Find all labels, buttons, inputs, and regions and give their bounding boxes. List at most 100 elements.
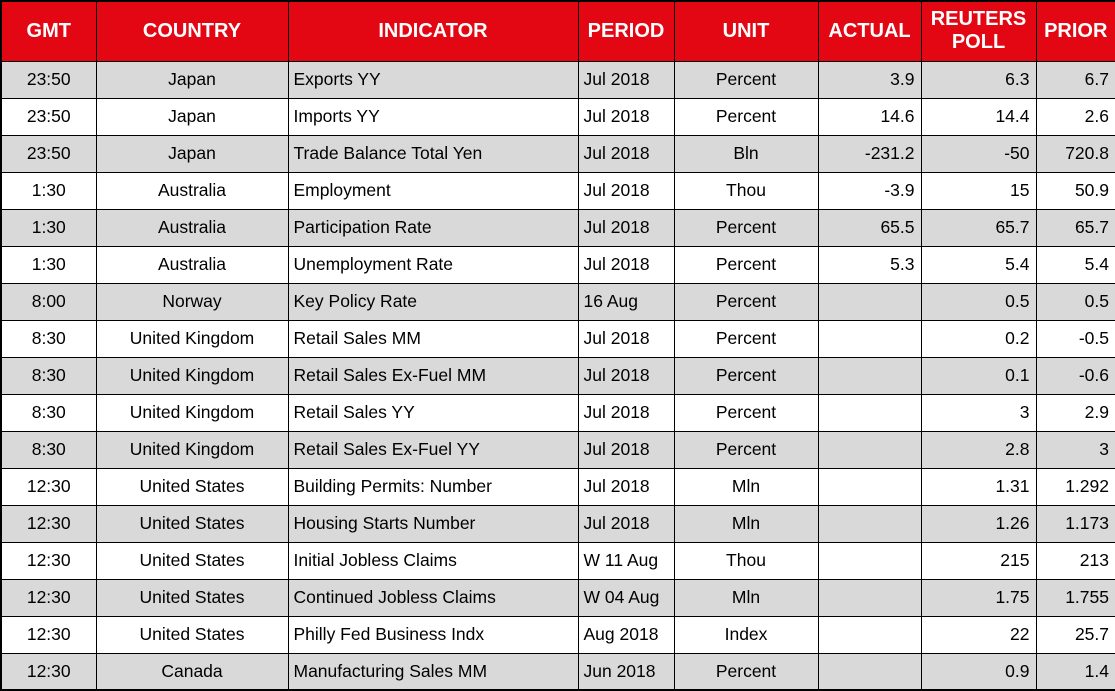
- cell-poll: 1.75: [920, 578, 1037, 617]
- cell-period: Jul 2018: [577, 467, 675, 506]
- cell-poll: 6.3: [920, 60, 1037, 99]
- header-unit: UNIT: [673, 0, 819, 62]
- cell-gmt: 12:30: [0, 578, 97, 617]
- cell-prior: 1.4: [1035, 652, 1115, 691]
- cell-unit: Percent: [673, 282, 819, 321]
- cell-country: United Kingdom: [95, 393, 289, 432]
- cell-prior: 65.7: [1035, 208, 1115, 247]
- cell-country: Australia: [95, 208, 289, 247]
- cell-gmt: 1:30: [0, 245, 97, 284]
- cell-unit: Thou: [673, 171, 819, 210]
- cell-poll: 5.4: [920, 245, 1037, 284]
- table-row: 23:50 Japan Trade Balance Total Yen Jul 201…: [0, 134, 1115, 173]
- cell-unit: Percent: [673, 97, 819, 136]
- cell-country: United States: [95, 615, 289, 654]
- cell-country: Japan: [95, 60, 289, 99]
- cell-gmt: 1:30: [0, 171, 97, 210]
- cell-actual: [817, 282, 922, 321]
- cell-gmt: 12:30: [0, 467, 97, 506]
- cell-prior: 2.6: [1035, 97, 1115, 136]
- cell-country: Australia: [95, 245, 289, 284]
- table-row: 12:30 United States Continued Jobless Clai…: [0, 578, 1115, 617]
- cell-actual: 5.3: [817, 245, 922, 284]
- cell-indicator: Key Policy Rate: [287, 282, 579, 321]
- cell-poll: 0.1: [920, 356, 1037, 395]
- table-row: 8:00 Norway Key Policy Rate 16 Aug Percent 0.…: [0, 282, 1115, 321]
- cell-actual: [817, 393, 922, 432]
- cell-unit: Percent: [673, 319, 819, 358]
- table-row: 8:30 United Kingdom Retail Sales Ex-Fuel Y…: [0, 430, 1115, 469]
- header-country: COUNTRY: [95, 0, 289, 62]
- cell-actual: [817, 467, 922, 506]
- cell-period: Jul 2018: [577, 356, 675, 395]
- table-row: 12:30 United States Philly Fed Business In…: [0, 615, 1115, 654]
- cell-actual: 14.6: [817, 97, 922, 136]
- cell-period: Jun 2018: [577, 652, 675, 691]
- cell-actual: 65.5: [817, 208, 922, 247]
- cell-poll: 14.4: [920, 97, 1037, 136]
- header-indicator: INDICATOR: [287, 0, 579, 62]
- cell-actual: -3.9: [817, 171, 922, 210]
- cell-prior: 720.8: [1035, 134, 1115, 173]
- cell-indicator: Manufacturing Sales MM: [287, 652, 579, 691]
- table-row: 12:30 United States Building Permits: Numb…: [0, 467, 1115, 506]
- table-header: GMT COUNTRY INDICATOR PERIOD UNIT ACTUAL…: [0, 0, 1115, 62]
- cell-country: Japan: [95, 134, 289, 173]
- cell-unit: Percent: [673, 356, 819, 395]
- cell-actual: [817, 319, 922, 358]
- cell-gmt: 23:50: [0, 97, 97, 136]
- cell-period: Jul 2018: [577, 245, 675, 284]
- table-row: 8:30 United Kingdom Retail Sales YY Jul 201…: [0, 393, 1115, 432]
- cell-prior: 6.7: [1035, 60, 1115, 99]
- cell-poll: 1.26: [920, 504, 1037, 543]
- cell-period: Aug 2018: [577, 615, 675, 654]
- cell-prior: 1.292: [1035, 467, 1115, 506]
- cell-actual: -231.2: [817, 134, 922, 173]
- cell-unit: Bln: [673, 134, 819, 173]
- table-row: 12:30 United States Housing Starts Number J…: [0, 504, 1115, 543]
- cell-poll: 22: [920, 615, 1037, 654]
- cell-country: United States: [95, 504, 289, 543]
- cell-unit: Mln: [673, 504, 819, 543]
- cell-period: W 04 Aug: [577, 578, 675, 617]
- cell-unit: Percent: [673, 430, 819, 469]
- cell-gmt: 8:30: [0, 356, 97, 395]
- cell-unit: Percent: [673, 652, 819, 691]
- table-row: 1:30 Australia Participation Rate Jul 2018 P…: [0, 208, 1115, 247]
- cell-indicator: Imports YY: [287, 97, 579, 136]
- cell-poll: 2.8: [920, 430, 1037, 469]
- cell-period: Jul 2018: [577, 97, 675, 136]
- cell-gmt: 23:50: [0, 60, 97, 99]
- cell-period: Jul 2018: [577, 504, 675, 543]
- cell-period: Jul 2018: [577, 319, 675, 358]
- header-period: PERIOD: [577, 0, 675, 62]
- cell-actual: [817, 615, 922, 654]
- cell-indicator: Participation Rate: [287, 208, 579, 247]
- cell-indicator: Retail Sales MM: [287, 319, 579, 358]
- cell-prior: 1.755: [1035, 578, 1115, 617]
- cell-gmt: 23:50: [0, 134, 97, 173]
- cell-indicator: Unemployment Rate: [287, 245, 579, 284]
- cell-period: Jul 2018: [577, 171, 675, 210]
- table-row: 12:30 United States Initial Jobless Claims…: [0, 541, 1115, 580]
- cell-gmt: 12:30: [0, 504, 97, 543]
- cell-unit: Percent: [673, 393, 819, 432]
- cell-gmt: 8:30: [0, 430, 97, 469]
- cell-period: Jul 2018: [577, 430, 675, 469]
- cell-prior: 213: [1035, 541, 1115, 580]
- header-actual: ACTUAL: [817, 0, 922, 62]
- table-row: 1:30 Australia Unemployment Rate Jul 2018 Pe…: [0, 245, 1115, 284]
- cell-period: Jul 2018: [577, 60, 675, 99]
- cell-prior: 0.5: [1035, 282, 1115, 321]
- cell-indicator: Exports YY: [287, 60, 579, 99]
- cell-period: W 11 Aug: [577, 541, 675, 580]
- cell-gmt: 8:00: [0, 282, 97, 321]
- cell-actual: [817, 652, 922, 691]
- cell-poll: 0.5: [920, 282, 1037, 321]
- cell-country: United Kingdom: [95, 430, 289, 469]
- table-row: 8:30 United Kingdom Retail Sales Ex-Fuel M…: [0, 356, 1115, 395]
- cell-unit: Thou: [673, 541, 819, 580]
- cell-actual: [817, 504, 922, 543]
- cell-unit: Mln: [673, 467, 819, 506]
